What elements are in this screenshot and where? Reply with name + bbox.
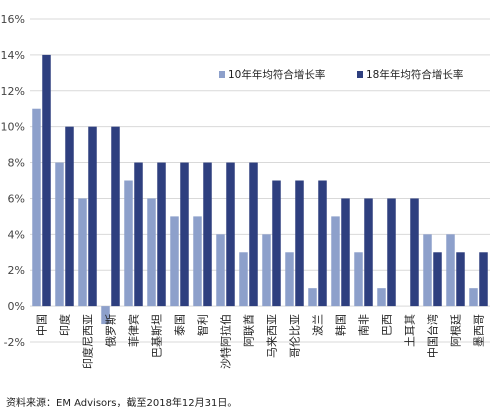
- y-tick-label: 4%: [8, 228, 25, 241]
- bar-series2-2: [88, 126, 97, 307]
- bar-series1-19: [469, 288, 478, 307]
- bar-series2-5: [157, 162, 166, 307]
- bar-series1-18: [446, 234, 455, 307]
- bar-series2-18: [456, 252, 465, 307]
- y-tick-label: 16%: [1, 13, 25, 26]
- bar-series2-16: [410, 198, 419, 307]
- legend-swatch: [219, 71, 225, 78]
- category-label: 中国: [36, 314, 49, 336]
- bar-series2-7: [203, 162, 212, 307]
- y-tick-label: 12%: [1, 85, 25, 98]
- bar-series1-2: [78, 198, 87, 307]
- bar-series2-13: [341, 198, 350, 307]
- bar-series1-3: [101, 306, 110, 325]
- category-label: 印度尼西亚: [81, 314, 95, 369]
- y-tick-label: 2%: [8, 264, 25, 277]
- y-tick-label: 8%: [8, 157, 25, 170]
- bar-series2-4: [134, 162, 143, 307]
- category-label: 波兰: [312, 314, 325, 336]
- category-label: 印度: [58, 314, 72, 336]
- category-label: 韩国: [334, 314, 348, 336]
- category-label: 菲律宾: [127, 314, 141, 347]
- category-label: 墨西哥: [473, 314, 486, 347]
- bar-series2-10: [272, 180, 281, 307]
- bar-series1-1: [55, 162, 64, 307]
- bar-series1-12: [308, 288, 317, 307]
- bar-series1-4: [124, 180, 133, 307]
- source-note: 资料来源：EM Advisors，截至2018年12月31日。: [6, 398, 238, 409]
- bar-series1-15: [377, 288, 386, 307]
- legend-label: 18年年均符合增长率: [366, 68, 463, 81]
- bar-series1-7: [193, 216, 202, 307]
- bar-series2-15: [387, 198, 396, 307]
- bar-series2-3: [111, 126, 120, 307]
- category-label: 巴西: [381, 314, 394, 336]
- bar-series1-0: [32, 108, 41, 307]
- bar-series2-1: [65, 126, 74, 307]
- y-tick-label: 0%: [8, 300, 25, 313]
- category-label: 阿联酋: [242, 314, 256, 347]
- y-tick-label: 14%: [1, 49, 25, 62]
- category-label: 中国台湾: [426, 314, 440, 358]
- legend-swatch: [357, 71, 363, 78]
- category-label: 泰国: [173, 314, 187, 336]
- y-tick-label: 6%: [8, 192, 25, 205]
- category-label: 沙特阿拉伯: [219, 314, 233, 369]
- category-label: 俄罗斯: [105, 314, 118, 347]
- category-label: 马来西亚: [266, 314, 279, 358]
- bar-series1-8: [216, 234, 225, 307]
- bar-series2-6: [180, 162, 189, 307]
- bar-series2-14: [364, 198, 373, 307]
- bar-series2-17: [433, 252, 442, 307]
- category-label: 智利: [196, 314, 210, 336]
- category-label: 阿根廷: [449, 314, 463, 347]
- bar-series1-14: [354, 252, 363, 307]
- legend-label: 10年年均符合增长率: [228, 68, 325, 81]
- bar-series1-13: [331, 216, 340, 307]
- y-tick-label: -2%: [4, 336, 25, 349]
- category-label: 哥伦比亚: [288, 314, 302, 358]
- category-label: 南非: [358, 314, 371, 336]
- bar-series1-5: [147, 198, 156, 307]
- bar-series2-8: [226, 162, 235, 307]
- bar-series2-0: [42, 54, 51, 307]
- bar-series1-11: [285, 252, 294, 307]
- bar-series1-9: [239, 252, 248, 307]
- bar-series2-12: [318, 180, 327, 307]
- bar-series1-17: [423, 234, 432, 307]
- category-label: 土耳其: [404, 314, 417, 347]
- bar-series2-9: [249, 162, 258, 307]
- y-tick-label: 10%: [1, 121, 25, 134]
- bar-series2-19: [479, 252, 488, 307]
- category-label: 巴基斯坦: [150, 314, 164, 358]
- bar-series2-11: [295, 180, 304, 307]
- bar-series1-10: [262, 234, 271, 307]
- bar-series1-6: [170, 216, 179, 307]
